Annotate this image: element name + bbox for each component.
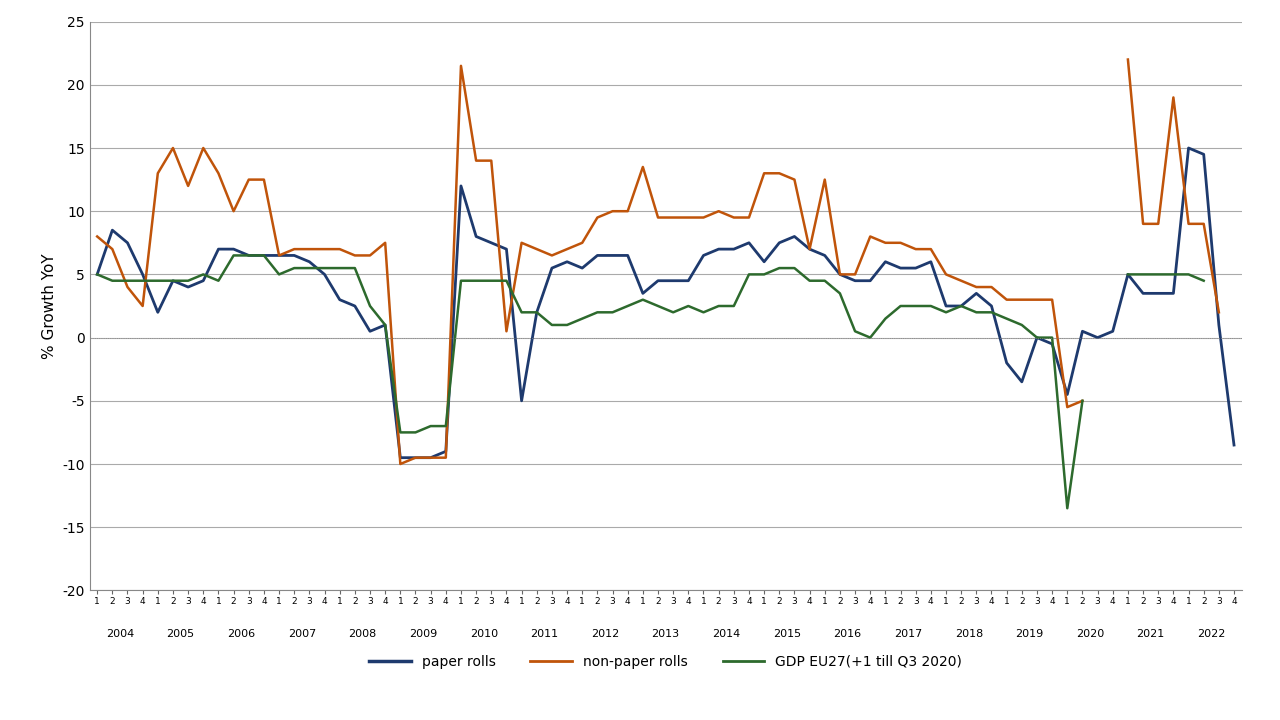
non-paper rolls: [165, 144, 180, 153]
non-paper rolls: [332, 245, 347, 253]
paper rolls: [393, 454, 408, 462]
Text: 2020: 2020: [1076, 629, 1105, 639]
non-paper rolls: [408, 454, 424, 462]
GDP EU27(+1 till Q3 2020): [1075, 397, 1091, 405]
Text: 2004: 2004: [106, 629, 134, 639]
non-paper rolls: [544, 251, 559, 260]
paper rolls: [1181, 144, 1197, 153]
non-paper rolls: [893, 238, 909, 247]
GDP EU27(+1 till Q3 2020): [165, 276, 180, 285]
GDP EU27(+1 till Q3 2020): [544, 320, 559, 329]
Text: 2017: 2017: [893, 629, 923, 639]
Text: 2007: 2007: [288, 629, 316, 639]
non-paper rolls: [559, 245, 575, 253]
Text: 2021: 2021: [1137, 629, 1165, 639]
Text: 2006: 2006: [227, 629, 255, 639]
Line: paper rolls: paper rolls: [97, 148, 1234, 458]
Text: 2005: 2005: [166, 629, 195, 639]
GDP EU27(+1 till Q3 2020): [408, 428, 424, 437]
Legend: paper rolls, non-paper rolls, GDP EU27(+1 till Q3 2020): paper rolls, non-paper rolls, GDP EU27(+…: [364, 649, 968, 675]
Line: GDP EU27(+1 till Q3 2020): GDP EU27(+1 till Q3 2020): [97, 256, 1083, 508]
paper rolls: [196, 276, 211, 285]
paper rolls: [1014, 377, 1029, 386]
Text: 2013: 2013: [652, 629, 680, 639]
paper rolls: [832, 270, 847, 279]
paper rolls: [90, 270, 105, 279]
non-paper rolls: [1075, 397, 1091, 405]
Text: 2018: 2018: [955, 629, 983, 639]
GDP EU27(+1 till Q3 2020): [225, 251, 241, 260]
non-paper rolls: [393, 459, 408, 468]
GDP EU27(+1 till Q3 2020): [1060, 504, 1075, 513]
GDP EU27(+1 till Q3 2020): [529, 308, 544, 317]
Line: non-paper rolls: non-paper rolls: [97, 66, 1083, 464]
Text: 2008: 2008: [348, 629, 376, 639]
Text: 2016: 2016: [833, 629, 861, 639]
GDP EU27(+1 till Q3 2020): [878, 315, 893, 323]
Text: 2010: 2010: [470, 629, 498, 639]
GDP EU27(+1 till Q3 2020): [347, 264, 362, 272]
paper rolls: [1226, 441, 1242, 449]
Text: 2015: 2015: [773, 629, 801, 639]
Text: 2022: 2022: [1197, 629, 1225, 639]
non-paper rolls: [453, 61, 468, 70]
paper rolls: [499, 245, 515, 253]
paper rolls: [863, 276, 878, 285]
Text: 2009: 2009: [408, 629, 438, 639]
Text: 2014: 2014: [712, 629, 740, 639]
GDP EU27(+1 till Q3 2020): [90, 270, 105, 279]
Text: 2012: 2012: [591, 629, 620, 639]
paper rolls: [696, 251, 712, 260]
Y-axis label: % Growth YoY: % Growth YoY: [42, 253, 56, 359]
Text: 2011: 2011: [530, 629, 558, 639]
Text: 2019: 2019: [1015, 629, 1043, 639]
non-paper rolls: [90, 232, 105, 240]
